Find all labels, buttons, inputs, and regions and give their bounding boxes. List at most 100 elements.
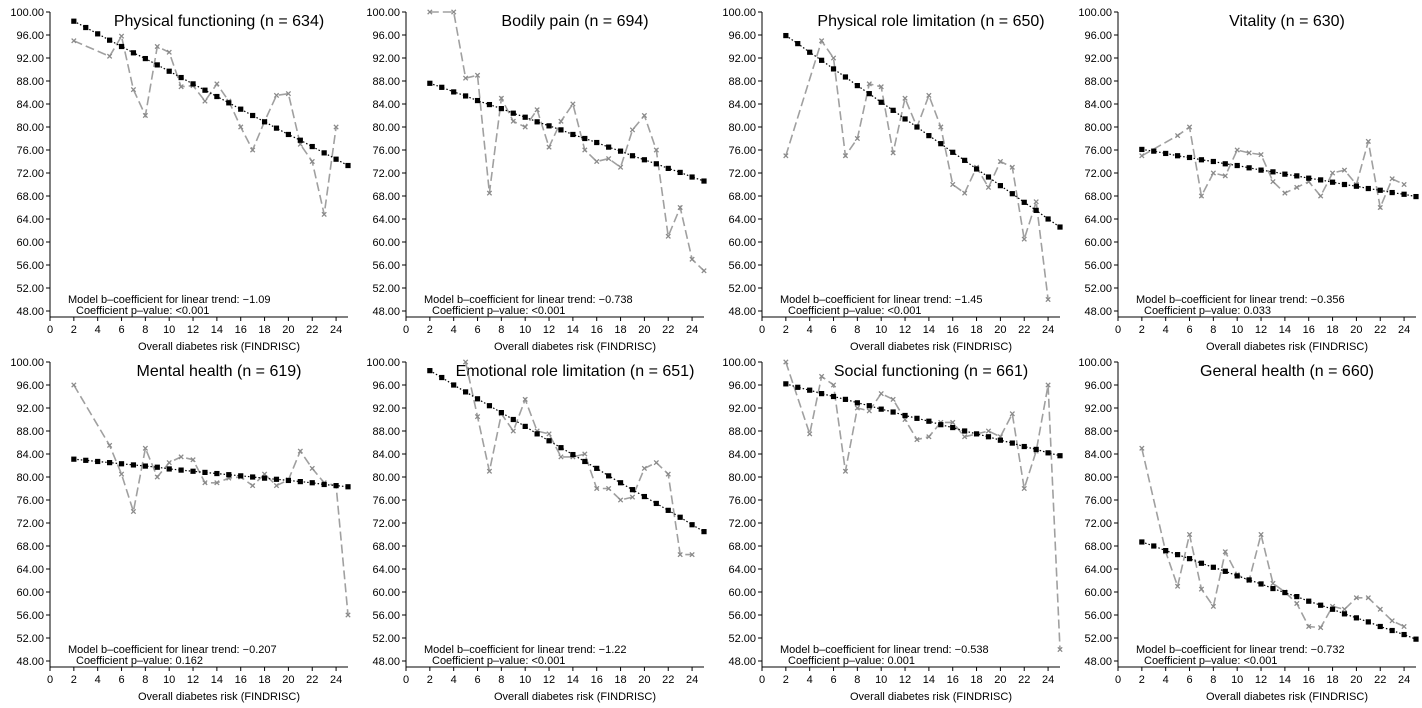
x-tick-label: 18 [258,324,270,336]
x-tick-label: 10 [1231,674,1243,686]
x-tick-label: 24 [330,674,342,686]
fitted-trend-line [73,458,349,488]
fitted-point [95,458,101,465]
fitted-point [1210,158,1216,165]
y-tick-label: 84.00 [1084,99,1112,111]
observed-point [546,431,552,437]
observed-point [321,211,327,218]
y-tick-label: 76.00 [372,145,400,157]
observed-point [997,158,1004,165]
fitted-point [1401,191,1407,197]
b-coefficient-annotation: Model b–coefficient for linear trend: −1… [424,644,627,656]
fitted-point [830,393,837,400]
fitted-point [451,89,457,95]
p-value-annotation: Coefficient p–value: 0.033 [1144,305,1271,317]
x-tick-label: 14 [567,324,579,336]
x-tick-label: 20 [638,674,650,686]
x-tick-label: 24 [1398,674,1410,686]
x-tick-label: 10 [1231,324,1243,336]
observed-point [1210,170,1217,176]
observed-point [1222,549,1228,555]
fitted-point [819,391,825,397]
fitted-point [474,97,481,104]
x-tick-label: 18 [970,674,982,686]
x-tick-label: 22 [1374,674,1386,686]
fitted-point [1318,177,1324,183]
observed-point [142,445,149,451]
y-tick-label: 48.00 [1084,656,1112,668]
chart-panel: 48.00 52.00 56.00 60.00 64.00 68.00 72.00 76.00… [1078,7,1419,353]
x-tick-label: 14 [211,324,223,336]
y-tick-label: 68.00 [1084,541,1112,553]
fitted-point [1318,602,1324,608]
p-value-annotation: Coefficient p–value: <0.001 [76,305,209,317]
fitted-point [570,131,576,138]
y-tick-label: 100.00 [366,7,400,19]
x-tick-label: 10 [519,674,531,686]
fitted-point [261,475,268,481]
chart-panel: 48.00 52.00 56.00 60.00 64.00 68.00 72.00 76.00… [10,357,351,703]
x-tick-label: 2 [783,324,789,336]
fitted-point [1365,185,1371,192]
x-tick-label: 6 [830,324,836,336]
fitted-point [950,424,956,431]
observed-point [154,43,160,50]
observed-point [594,158,600,165]
observed-point [617,497,624,503]
observed-point [783,359,789,365]
x-tick-label: 12 [1255,324,1267,336]
fitted-point [1163,150,1169,157]
fitted-point [997,183,1003,189]
y-tick-label: 92.00 [16,53,44,65]
y-tick-label: 60.00 [16,587,44,599]
x-tick-label: 18 [258,674,270,686]
fitted-point [665,165,671,171]
fitted-point [1270,169,1276,175]
observed-point [522,124,528,130]
fitted-trend-line [1141,148,1417,198]
chart-panel: 48.00 52.00 56.00 60.00 64.00 68.00 72.00 76.00… [722,7,1063,353]
fitted-point [582,458,588,465]
fitted-point [641,493,647,500]
x-tick-label: 6 [1186,674,1192,686]
fitted-point [641,157,647,163]
observed-point [154,474,160,480]
x-tick-label: 20 [994,674,1006,686]
y-tick-label: 56.00 [16,260,44,272]
fitted-point [985,174,992,180]
observed-point [653,147,659,153]
y-tick-label: 48.00 [16,306,44,318]
observed-point [1021,485,1027,492]
panel-title: Physical role limitation (n = 650) [817,13,1044,30]
y-tick-label: 76.00 [16,145,44,157]
observed-point [641,465,648,472]
fitted-point [819,57,825,63]
y-tick-label: 100.00 [366,357,400,369]
y-tick-label: 72.00 [1084,168,1112,180]
observed-point [1317,193,1324,199]
observed-point [582,147,588,153]
p-value-annotation: Coefficient p–value: <0.001 [1144,655,1277,667]
fitted-point [285,131,291,138]
y-tick-label: 96.00 [16,380,44,392]
fitted-point [238,106,244,112]
b-coefficient-annotation: Model b–coefficient for linear trend: −0… [1136,644,1345,656]
fitted-point [107,460,113,466]
fitted-point [783,381,789,387]
y-tick-label: 76.00 [372,495,400,507]
fitted-point [594,465,600,471]
observed-point [854,135,861,142]
observed-point [629,494,636,500]
b-coefficient-annotation: Model b–coefficient for linear trend: −1… [68,294,271,306]
y-tick-label: 60.00 [372,237,400,249]
observed-point [1174,132,1181,139]
y-tick-label: 56.00 [372,610,400,622]
x-tick-label: 20 [1350,674,1362,686]
observed-point [605,485,612,492]
x-tick-label: 4 [807,324,813,336]
y-tick-label: 92.00 [728,403,756,415]
y-tick-label: 64.00 [16,214,44,226]
fitted-point [1270,585,1276,592]
y-tick-label: 64.00 [728,564,756,576]
y-tick-label: 100.00 [722,357,756,369]
